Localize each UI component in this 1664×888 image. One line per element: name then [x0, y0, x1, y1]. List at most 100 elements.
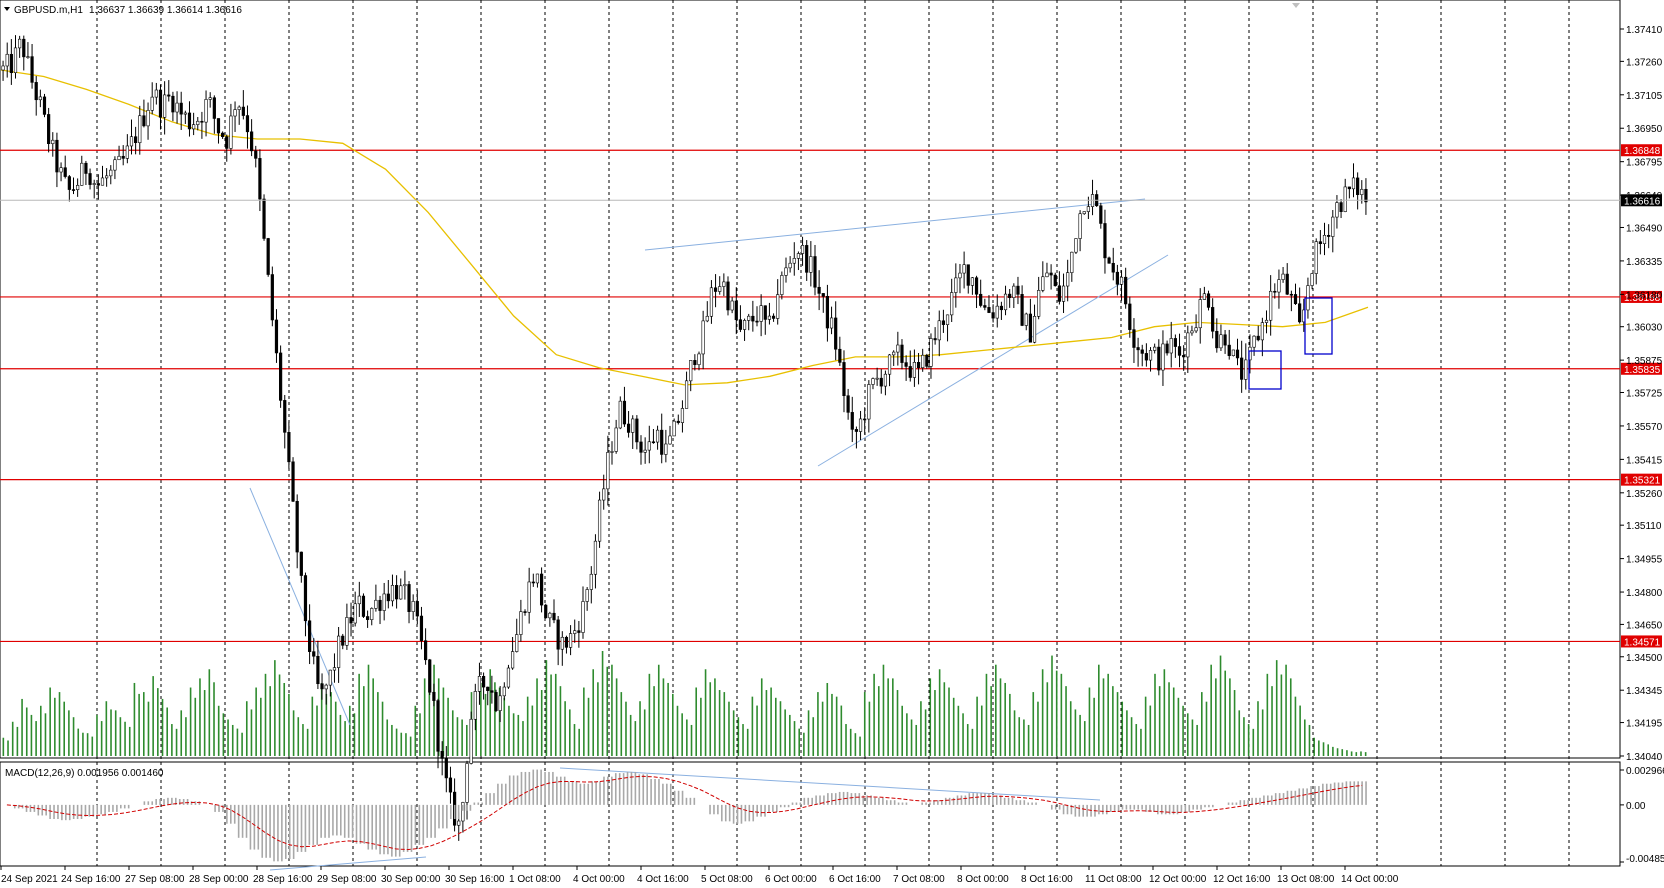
- level-tag-label: 1.35321: [1624, 476, 1661, 487]
- candle-up: [788, 262, 792, 269]
- candle-up: [1314, 241, 1318, 274]
- highlight-box-1: [1248, 350, 1282, 390]
- candle-up: [1148, 350, 1153, 361]
- candle-up: [954, 277, 958, 293]
- candle-up: [610, 451, 614, 453]
- candle-down: [908, 366, 912, 378]
- candle-up: [237, 106, 241, 110]
- candle-up: [858, 418, 863, 432]
- candle-up: [1281, 273, 1285, 280]
- candle-up: [1202, 293, 1206, 300]
- candle-down: [303, 575, 308, 622]
- candle-up: [560, 636, 564, 650]
- price-tick-label: 1.35875: [1626, 356, 1663, 367]
- candle-up: [457, 820, 461, 826]
- scroll-shift-icon[interactable]: [1292, 3, 1300, 8]
- main-panel-frame: [0, 0, 1621, 759]
- candle-down: [341, 635, 345, 646]
- candle-down: [386, 593, 390, 602]
- current-price-tag-label: 1.36616: [1624, 196, 1661, 207]
- time-tick-label: 6 Oct 16:00: [829, 874, 881, 885]
- candle-down: [134, 136, 138, 144]
- candle-up: [1190, 330, 1194, 334]
- highlight-boxes: [1248, 297, 1333, 390]
- candle-down: [763, 305, 767, 320]
- candle-up: [229, 115, 233, 149]
- candle-down: [283, 400, 287, 433]
- candle-up: [390, 585, 395, 602]
- time-tick-label: 4 Oct 00:00: [573, 874, 625, 885]
- price-tick-label: 1.35725: [1626, 389, 1663, 400]
- candle-down: [71, 189, 76, 191]
- candle-up: [776, 294, 780, 319]
- candle-up: [1264, 319, 1269, 323]
- candle-down: [531, 581, 535, 584]
- candle-up: [1169, 338, 1173, 354]
- candle-down: [1293, 294, 1298, 305]
- candle-up: [502, 686, 506, 697]
- price-axis: 1.37410 1.37260 1.37105 1.36950 1.36795 1.366…: [1620, 25, 1663, 763]
- candle-down: [212, 97, 216, 119]
- candle-up: [1322, 234, 1327, 244]
- candle-up: [672, 420, 676, 437]
- candle-up: [709, 287, 714, 317]
- candle-down: [577, 630, 581, 633]
- candle-down: [556, 619, 560, 650]
- time-tick-label: 8 Oct 00:00: [957, 874, 1009, 885]
- candle-up: [1335, 202, 1339, 218]
- macd-axis: 0.002966 0.00 -0.004857: [1620, 766, 1664, 865]
- candle-down: [693, 360, 697, 365]
- candle-up: [950, 292, 954, 316]
- candle-down: [771, 315, 776, 319]
- candle-down: [96, 183, 100, 186]
- candle-up: [328, 669, 332, 686]
- candle-down: [755, 320, 759, 323]
- candle-down: [55, 139, 59, 173]
- candle-down: [22, 38, 26, 58]
- candle-down: [850, 412, 854, 430]
- candle-down: [1298, 303, 1302, 323]
- candle-up: [664, 443, 668, 455]
- time-tick-label: 30 Sep 16:00: [445, 874, 505, 885]
- candle-up: [606, 452, 610, 490]
- price-tick-label: 1.34955: [1626, 555, 1663, 566]
- candle-up: [473, 691, 477, 720]
- candle-down: [34, 82, 38, 101]
- candle-up: [1119, 276, 1124, 285]
- candle-down: [1235, 349, 1240, 359]
- candle-up: [100, 177, 105, 186]
- candle-up: [1244, 359, 1248, 380]
- candle-down: [1173, 338, 1177, 347]
- candle-down: [713, 287, 718, 292]
- candle-down: [63, 167, 67, 177]
- price-tick-label: 1.36795: [1626, 158, 1663, 169]
- candle-down: [1211, 307, 1215, 332]
- price-tick-label: 1.36180: [1626, 290, 1663, 301]
- candle-up: [196, 120, 200, 125]
- candle-down: [250, 131, 254, 152]
- candle-down: [47, 114, 51, 145]
- candle-down: [1327, 234, 1331, 237]
- candle-down: [1008, 293, 1012, 298]
- candle-down: [258, 158, 262, 200]
- candle-up: [1086, 206, 1090, 212]
- candle-down: [825, 295, 830, 329]
- candle-up: [809, 256, 813, 273]
- candle-up: [125, 145, 129, 159]
- candle-down: [1347, 186, 1351, 190]
- candle-up: [747, 315, 751, 321]
- candle-down: [539, 573, 544, 606]
- candle-down: [639, 441, 643, 453]
- candle-up: [618, 400, 622, 429]
- candle-down: [635, 418, 639, 443]
- candle-down: [316, 655, 320, 685]
- chart-menu-triangle-icon[interactable]: [4, 7, 10, 11]
- candle-down: [1132, 329, 1136, 348]
- candle-down: [262, 198, 266, 239]
- candle-down: [9, 53, 13, 74]
- candle-down: [1215, 330, 1219, 349]
- candle-up: [1351, 177, 1356, 190]
- candle-down: [1028, 313, 1032, 343]
- candle-down: [1177, 346, 1182, 356]
